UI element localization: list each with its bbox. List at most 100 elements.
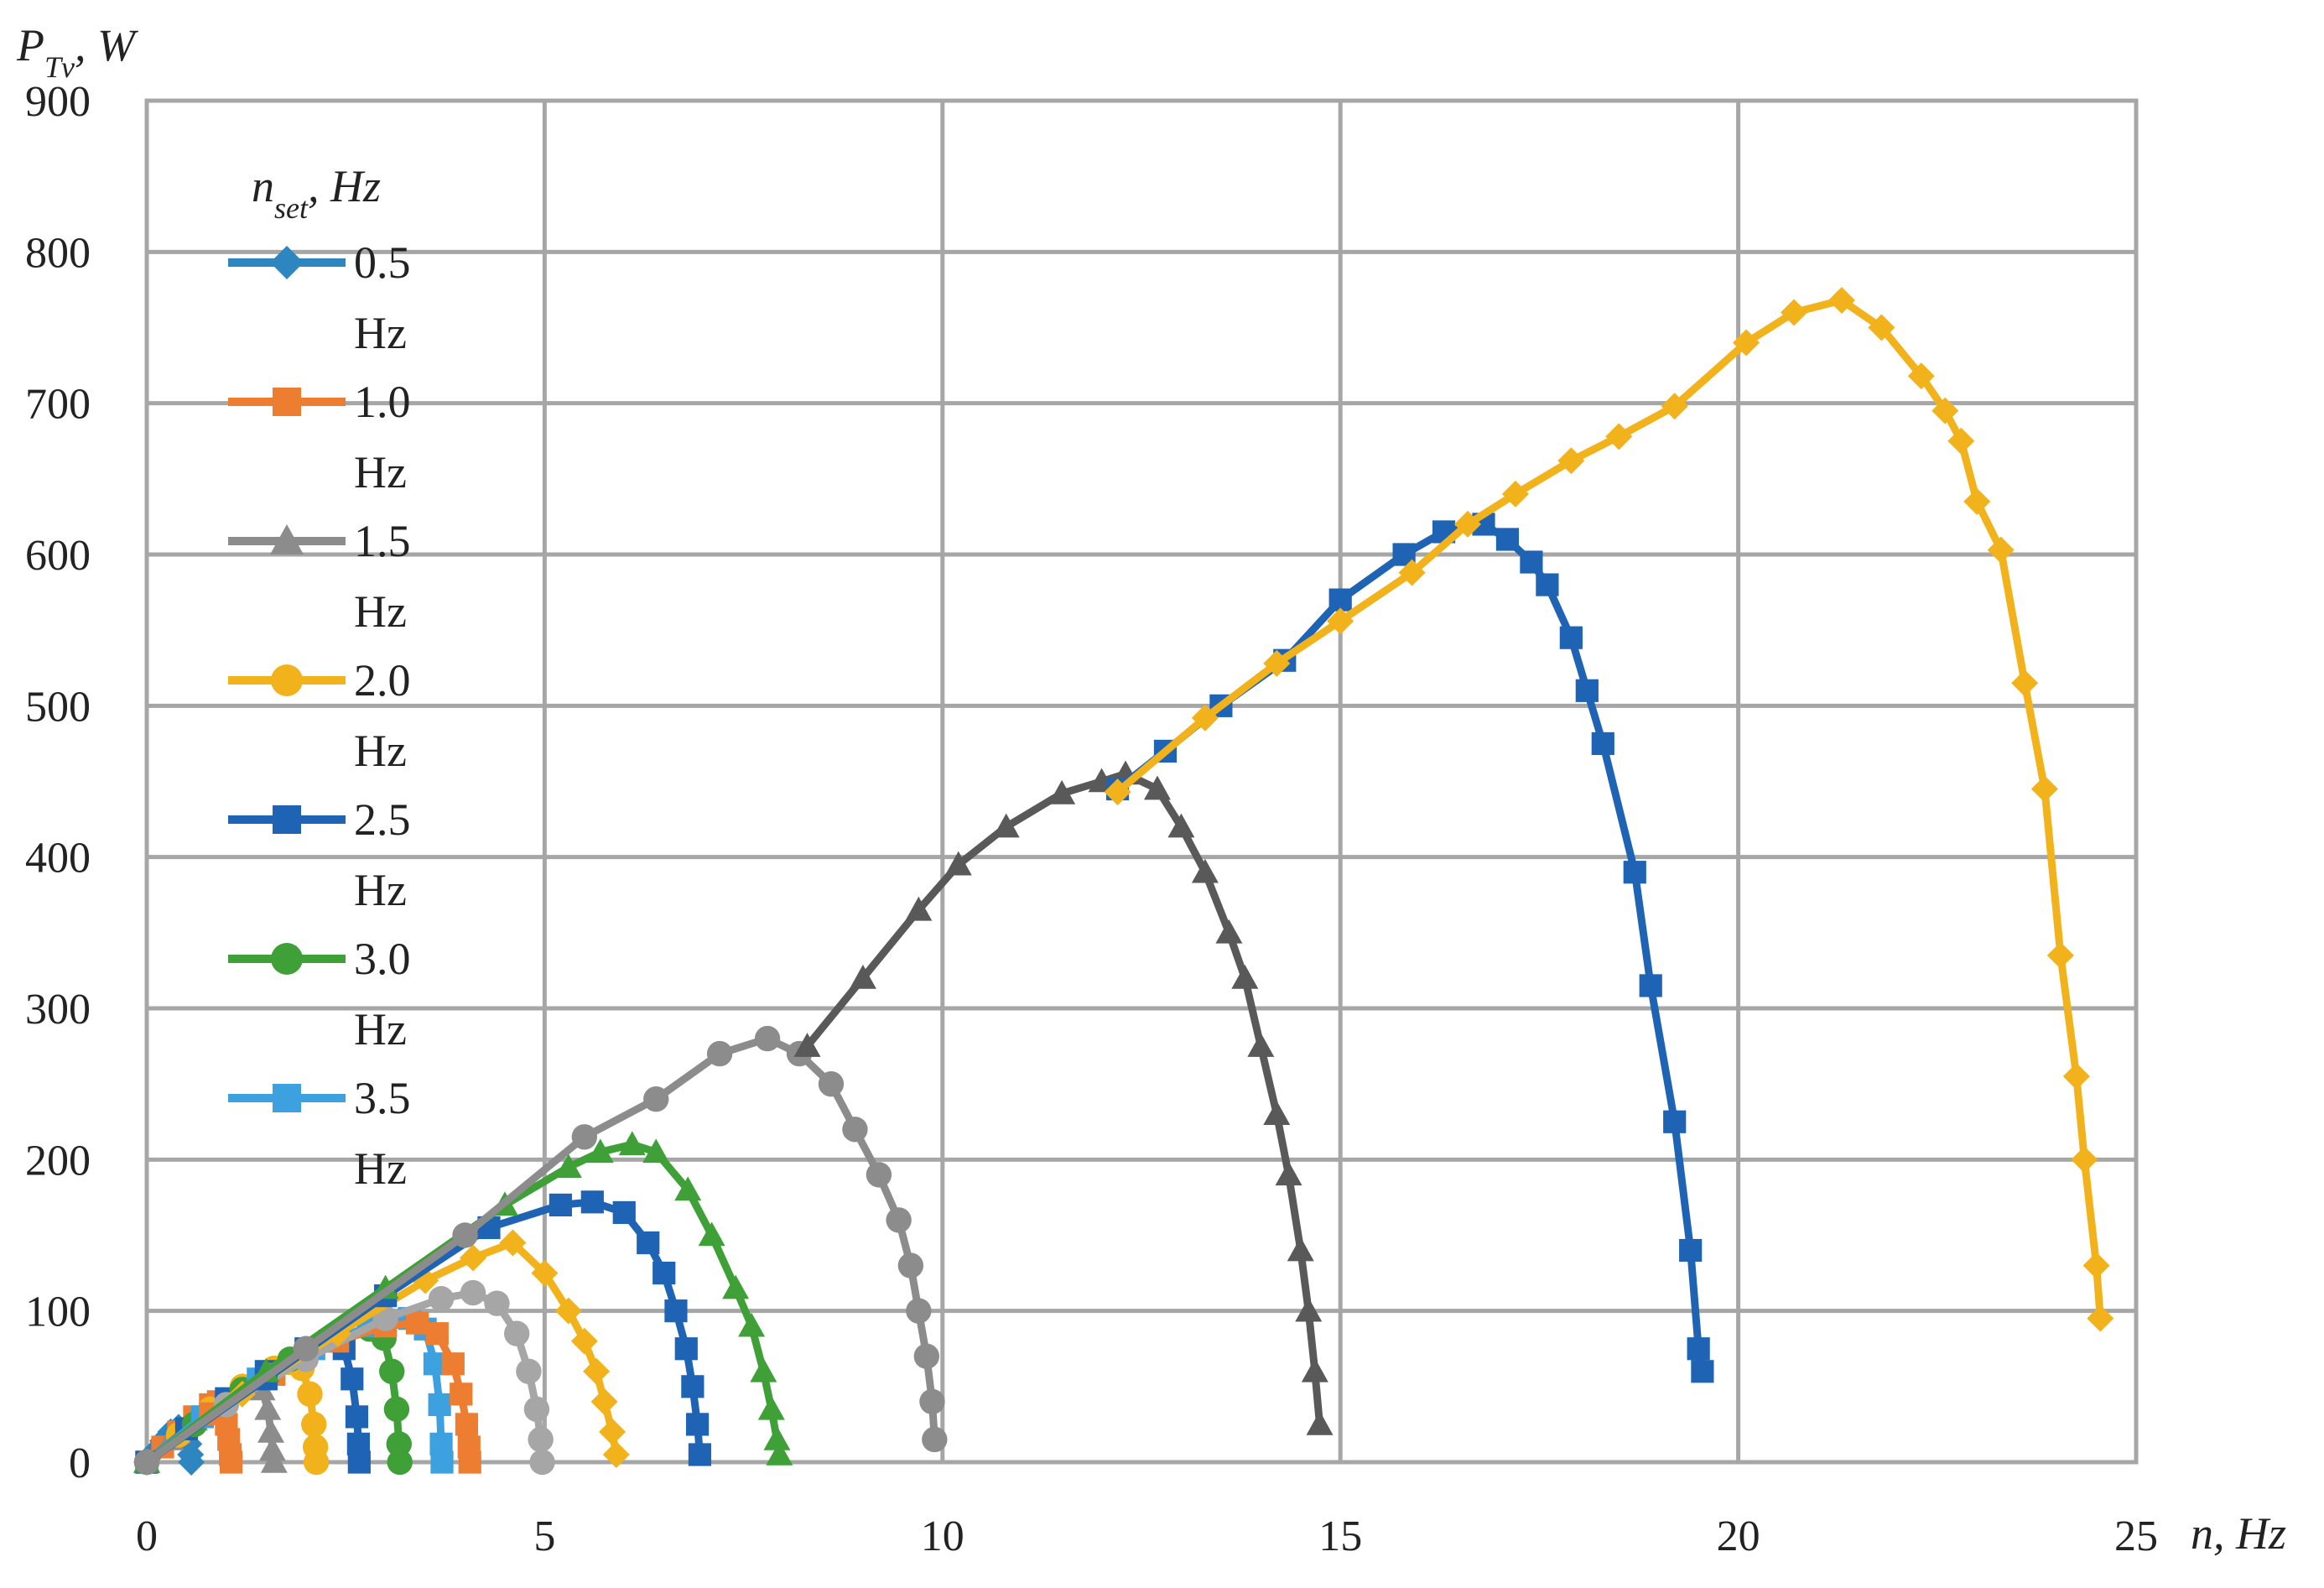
data-point xyxy=(1048,779,1076,804)
series-layer xyxy=(133,287,2114,1476)
legend-item: 1.0 Hz xyxy=(228,377,411,497)
data-point xyxy=(706,1040,733,1067)
plot-area xyxy=(144,98,2139,1465)
data-point xyxy=(681,1375,704,1398)
data-point xyxy=(766,1440,793,1466)
data-point xyxy=(1781,299,1808,326)
legend-marker xyxy=(273,388,301,416)
series-12 xyxy=(133,1025,948,1476)
x-tick-label: 5 xyxy=(533,1513,555,1560)
data-point xyxy=(1868,314,1895,341)
data-point xyxy=(460,1279,486,1306)
data-point xyxy=(1536,573,1559,596)
data-point xyxy=(1661,393,1688,420)
series-10 xyxy=(135,1190,712,1474)
data-point xyxy=(219,1450,243,1474)
series-14 xyxy=(1105,513,1714,1383)
data-point xyxy=(1215,919,1243,944)
data-point xyxy=(1557,447,1585,475)
data-point xyxy=(586,1138,614,1164)
legend-label: 3.0 xyxy=(354,934,411,984)
data-point xyxy=(341,1367,364,1391)
data-point xyxy=(1679,1238,1703,1263)
data-point xyxy=(1167,813,1195,838)
data-point xyxy=(944,851,972,876)
data-point xyxy=(1591,732,1614,756)
legend-item: 1.5 Hz xyxy=(228,516,411,637)
x-tick-label: 20 xyxy=(1717,1513,1760,1560)
y-tick-label: 100 xyxy=(25,1289,91,1336)
data-point xyxy=(297,1381,323,1408)
data-point xyxy=(1295,1297,1323,1322)
legend-item: 3.5 Hz xyxy=(228,1073,411,1194)
data-point xyxy=(886,1207,912,1233)
legend: nset, Hz 0.5Hz1.0Hz1.5Hz2.0Hz2.5Hz3.0Hz3… xyxy=(228,161,411,1194)
data-point xyxy=(178,1449,205,1476)
data-point xyxy=(2087,1304,2114,1332)
series-line xyxy=(1115,296,2104,1320)
y-tick-label: 0 xyxy=(69,1440,91,1487)
data-point xyxy=(516,1358,542,1385)
data-point xyxy=(1559,626,1583,649)
data-point xyxy=(866,1162,892,1188)
legend-label-unit: Hz xyxy=(354,865,407,915)
data-point xyxy=(531,1259,559,1287)
legend-item: 3.0 Hz xyxy=(228,934,411,1054)
data-point xyxy=(455,1413,479,1436)
data-point xyxy=(554,1297,582,1325)
data-point xyxy=(425,1322,449,1346)
data-point xyxy=(1520,550,1543,574)
series-9 xyxy=(133,1229,630,1476)
data-point xyxy=(257,1418,285,1443)
x-tick-label: 15 xyxy=(1318,1513,1362,1560)
data-point xyxy=(763,1425,791,1450)
data-point xyxy=(642,1138,670,1164)
data-point xyxy=(133,1449,160,1476)
data-point xyxy=(1827,287,1855,315)
legend-label: 2.5 xyxy=(354,794,411,845)
data-point xyxy=(602,1440,630,1468)
data-point xyxy=(674,1337,698,1361)
data-point xyxy=(1691,1360,1714,1383)
series-15 xyxy=(1104,287,2114,1332)
data-point xyxy=(254,1395,282,1420)
data-point xyxy=(523,1396,550,1423)
data-point xyxy=(347,1450,371,1474)
data-point xyxy=(599,1418,626,1445)
legend-marker xyxy=(270,524,304,554)
legend-item: 2.5 Hz xyxy=(228,794,411,915)
data-point xyxy=(583,1357,611,1385)
data-point xyxy=(1501,480,1529,508)
series-line xyxy=(1115,520,1707,1372)
data-point xyxy=(722,1274,750,1299)
data-point xyxy=(1623,861,1646,884)
legend-label-unit: Hz xyxy=(354,308,407,358)
legend-label-unit: Hz xyxy=(354,1004,407,1054)
data-point xyxy=(698,1221,725,1247)
legend-label-unit: Hz xyxy=(354,726,407,776)
data-point xyxy=(1575,679,1599,702)
data-point xyxy=(1275,1161,1302,1186)
data-point xyxy=(484,1290,510,1316)
data-point xyxy=(386,1431,412,1457)
data-point xyxy=(1947,427,1975,455)
data-point xyxy=(618,1131,646,1156)
y-tick-label: 200 xyxy=(25,1137,91,1184)
data-point xyxy=(664,1299,688,1323)
data-point xyxy=(1143,775,1171,800)
data-point xyxy=(345,1405,369,1429)
y-tick-label: 600 xyxy=(25,532,91,580)
data-point xyxy=(757,1395,785,1420)
data-point xyxy=(738,1312,766,1337)
y-axis-ticks: 0 100 200 300 400 500 600 700 800 900 xyxy=(25,78,91,1487)
data-point xyxy=(1398,559,1426,586)
data-point xyxy=(905,896,933,921)
legend-label: 1.5 xyxy=(354,516,411,566)
data-point xyxy=(1231,964,1259,989)
legend-label: 3.5 xyxy=(354,1073,411,1123)
legend-marker xyxy=(273,1084,301,1112)
data-point xyxy=(387,1449,413,1476)
data-point xyxy=(1733,329,1760,357)
series-7 xyxy=(135,1311,481,1474)
